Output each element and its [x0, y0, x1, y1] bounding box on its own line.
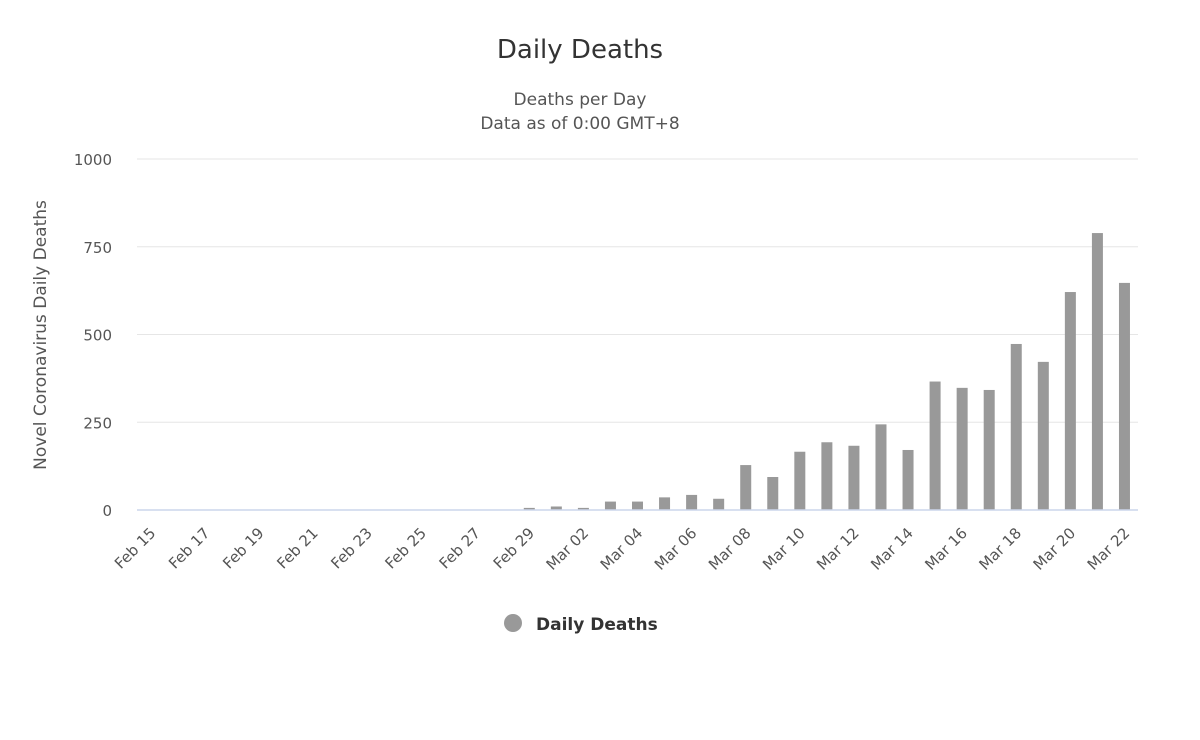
- x-tick-label: Feb 17: [165, 524, 213, 572]
- x-tick-label: Mar 06: [651, 524, 701, 574]
- bar[interactable]: [848, 445, 860, 510]
- x-tick-label: Mar 18: [975, 524, 1025, 574]
- bar[interactable]: [1037, 361, 1049, 510]
- chart-subtitle-line-2: Data as of 0:00 GMT+8: [480, 114, 679, 134]
- x-tick-labels: Feb 15 Feb 17 Feb 19 Feb 21 Feb 23 Feb 25 Feb …: [111, 524, 1133, 574]
- y-axis-title: Novel Coronavirus Daily Deaths: [31, 200, 51, 470]
- y-tick-labels: 0 250 500 750 1000: [74, 151, 112, 520]
- x-tick-label: Mar 02: [543, 524, 593, 574]
- bar[interactable]: [604, 501, 616, 510]
- legend[interactable]: Daily Deaths: [504, 614, 658, 635]
- chart-title: Daily Deaths: [497, 35, 663, 65]
- x-tick-label: Mar 22: [1084, 524, 1134, 574]
- bar[interactable]: [821, 442, 833, 510]
- bar[interactable]: [713, 498, 725, 510]
- x-tick-label: Feb 25: [382, 524, 430, 572]
- bar[interactable]: [1091, 233, 1103, 510]
- y-tick-label: 500: [83, 327, 112, 345]
- bar[interactable]: [632, 501, 643, 510]
- bar[interactable]: [902, 449, 914, 510]
- gridlines: [137, 158, 1138, 423]
- bar[interactable]: [577, 507, 589, 510]
- bar[interactable]: [659, 497, 671, 510]
- x-tick-label: Mar 08: [705, 524, 755, 574]
- y-tick-label: 750: [83, 239, 112, 257]
- x-tick-label: Feb 19: [219, 524, 267, 572]
- x-tick-label: Mar 04: [597, 524, 647, 574]
- bar[interactable]: [1010, 343, 1022, 510]
- bar[interactable]: [794, 451, 806, 510]
- bars: [523, 233, 1130, 510]
- x-tick-label: Feb 29: [490, 524, 538, 572]
- x-tick-label: Mar 20: [1030, 524, 1080, 574]
- bar[interactable]: [523, 507, 535, 510]
- bar[interactable]: [767, 477, 779, 510]
- x-tick-label: Feb 23: [327, 524, 375, 572]
- bar[interactable]: [686, 494, 698, 510]
- x-tick-label: Mar 14: [867, 524, 917, 574]
- x-tick-label: Feb 15: [111, 524, 159, 572]
- bar[interactable]: [983, 389, 995, 510]
- bar[interactable]: [875, 424, 887, 510]
- chart-subtitle-line-1: Deaths per Day: [514, 90, 647, 110]
- x-tick-label: Feb 27: [436, 524, 484, 572]
- legend-marker-icon[interactable]: [504, 614, 522, 632]
- bar[interactable]: [740, 465, 752, 510]
- y-tick-label: 250: [83, 414, 112, 432]
- y-tick-label: 0: [102, 502, 112, 520]
- bar[interactable]: [1064, 292, 1076, 510]
- bar[interactable]: [929, 381, 941, 510]
- x-tick-label: Mar 10: [759, 524, 809, 574]
- x-tick-label: Mar 16: [921, 524, 971, 574]
- legend-label[interactable]: Daily Deaths: [536, 615, 658, 635]
- x-tick-label: Mar 12: [813, 524, 863, 574]
- bar[interactable]: [550, 506, 562, 510]
- bar[interactable]: [956, 387, 968, 510]
- bar[interactable]: [1118, 282, 1130, 510]
- x-tick-label: Feb 21: [273, 524, 321, 572]
- y-tick-label: 1000: [74, 151, 112, 169]
